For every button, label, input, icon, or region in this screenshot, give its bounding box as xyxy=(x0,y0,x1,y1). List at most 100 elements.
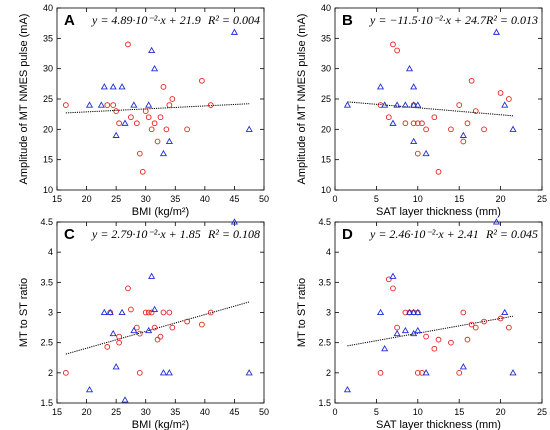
x-tick-label: 30 xyxy=(141,407,151,417)
data-point-triangle xyxy=(130,326,138,334)
data-point-circle xyxy=(464,336,471,343)
data-point-triangle xyxy=(410,308,418,316)
data-point-circle xyxy=(145,114,152,121)
y-tick-label: 10 xyxy=(321,185,331,195)
y-tick-label: 1.5 xyxy=(40,398,53,408)
data-point-triangle xyxy=(165,137,173,145)
regression-equation: y = 2.79·10⁻²·x + 1.85 xyxy=(91,227,201,241)
data-point-triangle xyxy=(112,131,120,138)
panel-letter: C xyxy=(64,226,75,243)
data-point-triangle xyxy=(148,46,156,54)
x-tick-label: 5 xyxy=(374,194,379,204)
data-point-circle xyxy=(497,90,504,96)
data-point-circle xyxy=(448,339,454,346)
x-axis-label: SAT layer thickness (mm) xyxy=(376,419,501,430)
x-tick-label: 15 xyxy=(52,194,62,204)
data-point-triangle xyxy=(100,83,108,90)
y-tick-label: 35 xyxy=(321,33,331,43)
data-point-triangle xyxy=(422,369,430,376)
data-point-triangle xyxy=(245,369,253,376)
data-point-triangle xyxy=(459,363,467,370)
plot-frame xyxy=(56,221,265,404)
data-point-circle xyxy=(169,96,176,102)
data-point-circle xyxy=(63,369,69,376)
plot-frame xyxy=(56,7,265,191)
x-tick-label: 25 xyxy=(537,407,547,417)
y-tick-label: 2.5 xyxy=(40,338,53,348)
data-point-circle xyxy=(133,324,140,331)
data-point-circle xyxy=(506,324,512,331)
data-point-triangle xyxy=(121,119,129,126)
data-point-circle xyxy=(157,333,164,340)
data-point-circle xyxy=(460,309,467,316)
x-tick-label: 50 xyxy=(259,194,269,204)
plot-frame xyxy=(334,7,543,191)
data-point-triangle xyxy=(389,119,397,126)
data-point-circle xyxy=(385,114,392,121)
x-tick-label: 20 xyxy=(82,407,92,417)
data-point-triangle xyxy=(145,326,153,334)
chart-panel-c: 15 20 25 30 35 40 45 50 1.5 2 2.5 3 3.5 4 4.5 BMI (kg/m… xyxy=(18,217,269,430)
regression-equation: y = −11.5·10⁻²·x + 24.7 xyxy=(369,13,487,27)
data-point-circle xyxy=(394,47,400,54)
data-point-circle xyxy=(456,102,463,108)
data-point-circle xyxy=(142,309,149,316)
data-point-circle xyxy=(431,114,438,121)
data-point-circle xyxy=(431,345,438,352)
data-point-circle xyxy=(184,318,190,325)
data-point-circle xyxy=(160,84,167,90)
data-point-circle xyxy=(104,344,111,350)
data-point-triangle xyxy=(393,329,401,337)
data-point-triangle xyxy=(410,137,418,145)
data-point-circle xyxy=(136,150,143,157)
y-axis-label: MT to ST ratio xyxy=(296,278,308,347)
y-tick-label: 2.5 xyxy=(318,338,331,348)
data-point-circle xyxy=(116,120,122,127)
data-point-triangle xyxy=(414,101,422,108)
data-point-circle xyxy=(207,309,214,316)
data-point-circle xyxy=(128,114,134,121)
data-point-circle xyxy=(385,276,392,283)
data-point-triangle xyxy=(376,83,385,90)
y-tick-label: 35 xyxy=(43,33,53,43)
data-point-circle xyxy=(63,102,69,108)
data-point-triangle xyxy=(159,369,168,376)
data-point-triangle xyxy=(121,396,129,403)
data-point-triangle xyxy=(109,83,117,90)
y-axis-label: Amplitude of MT NMES pulse (mA) xyxy=(18,14,30,185)
data-point-circle xyxy=(377,369,384,376)
data-point-circle xyxy=(199,321,205,328)
data-point-circle xyxy=(169,324,176,331)
regression-line xyxy=(347,315,514,347)
y-tick-label: 20 xyxy=(321,124,331,134)
x-axis-label: BMI (kg/m²) xyxy=(132,419,189,430)
data-point-circle xyxy=(468,77,475,84)
x-tick-label: 25 xyxy=(111,407,121,417)
data-point-circle xyxy=(472,324,479,331)
data-point-circle xyxy=(448,126,454,133)
data-point-circle xyxy=(414,120,421,127)
x-axis-label: BMI (kg/m²) xyxy=(132,206,189,218)
y-tick-label: 3.5 xyxy=(318,277,331,287)
data-point-triangle xyxy=(381,344,389,352)
data-point-circle xyxy=(423,333,429,340)
data-point-circle xyxy=(390,285,396,292)
data-point-circle xyxy=(460,138,467,145)
data-point-circle xyxy=(414,150,421,157)
data-point-circle xyxy=(410,120,417,127)
y-tick-label: 40 xyxy=(321,3,331,13)
data-point-triangle xyxy=(509,369,517,376)
regression-line xyxy=(65,103,250,114)
data-point-triangle xyxy=(492,28,501,35)
data-point-circle xyxy=(435,168,442,175)
data-point-triangle xyxy=(118,83,126,90)
y-tick-label: 3 xyxy=(48,308,53,318)
y-axis-label: Amplitude of MT NMES pulse (mA) xyxy=(296,14,308,185)
data-point-triangle xyxy=(145,101,153,108)
data-point-circle xyxy=(110,102,117,108)
data-point-triangle xyxy=(381,101,389,108)
data-point-circle xyxy=(472,108,479,114)
data-point-triangle xyxy=(85,386,94,393)
x-tick-label: 20 xyxy=(496,194,506,204)
data-point-triangle xyxy=(109,329,117,337)
